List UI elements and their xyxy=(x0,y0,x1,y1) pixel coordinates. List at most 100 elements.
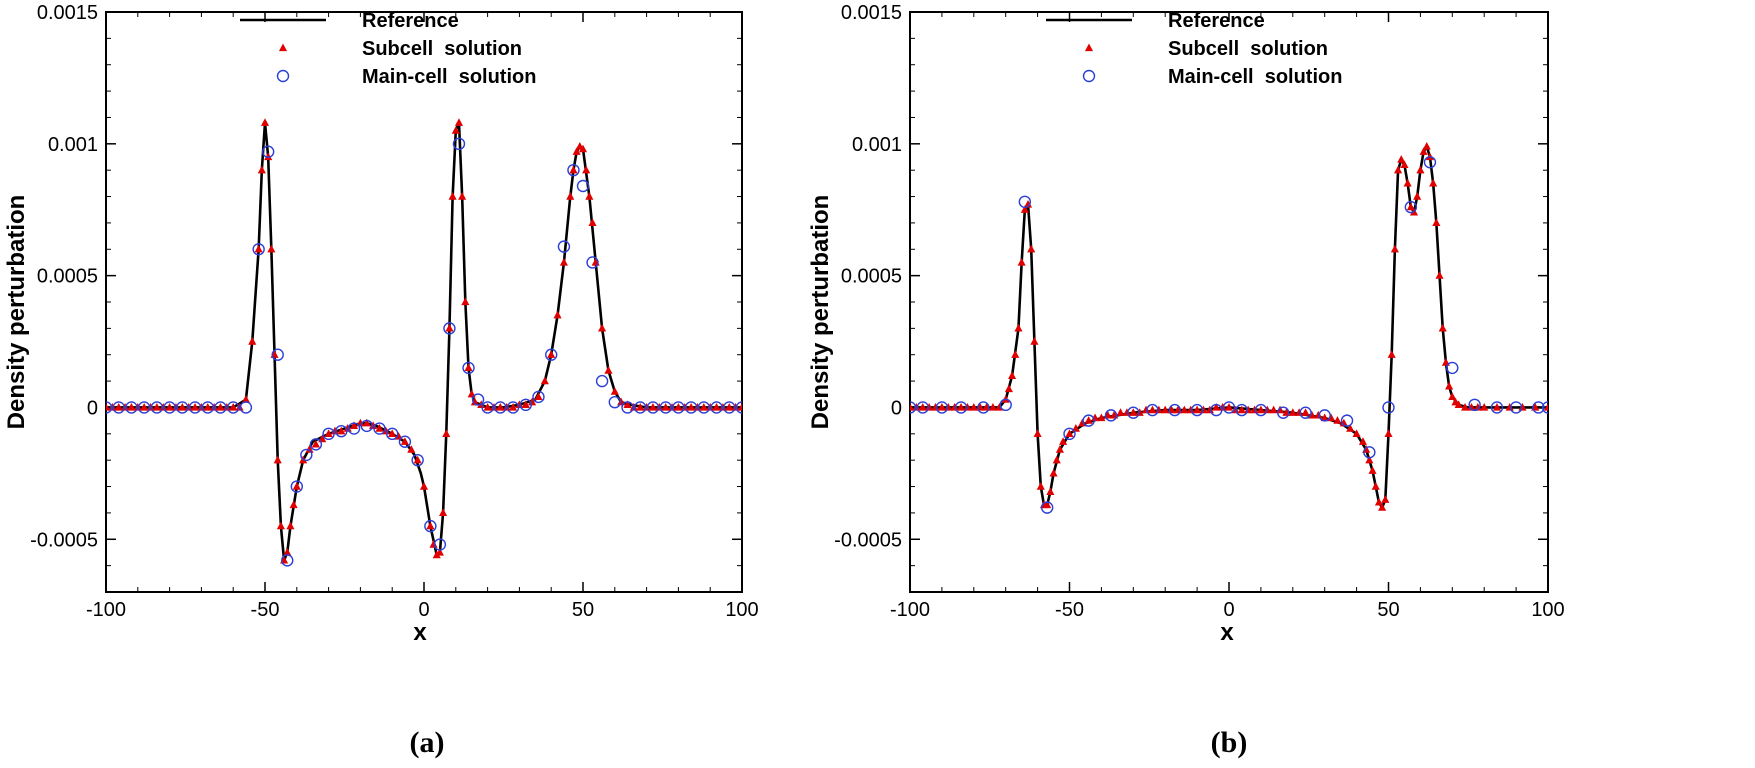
subcell-point xyxy=(1180,405,1189,414)
subcell-point xyxy=(667,402,677,411)
main-cell-point xyxy=(608,395,621,409)
subcell-point xyxy=(442,429,451,437)
x-tick-label: 0 xyxy=(418,599,429,621)
x-axis-title: x xyxy=(1220,619,1234,646)
main-cell-point xyxy=(335,424,348,438)
subcell-point xyxy=(1186,405,1195,414)
subcell-point xyxy=(1017,257,1026,266)
main-cell-point xyxy=(106,401,113,414)
subcell-point xyxy=(1148,405,1157,414)
subcell-point xyxy=(1011,350,1020,358)
main-cell-point xyxy=(176,401,189,414)
subcell-point xyxy=(1218,402,1227,411)
subcell-point xyxy=(572,147,581,155)
main-cell-point xyxy=(735,401,742,414)
main-cell-point xyxy=(935,401,949,414)
subcell-point xyxy=(1419,147,1428,155)
subcell-point xyxy=(1097,413,1106,422)
subcell-point xyxy=(106,402,111,411)
subcell-point xyxy=(1445,381,1454,390)
subcell-point xyxy=(1288,408,1297,416)
subcell-point xyxy=(1023,199,1033,208)
subcell-point xyxy=(1036,482,1045,490)
subcell-point xyxy=(133,402,142,411)
subcell-point xyxy=(203,402,212,411)
subcell-point xyxy=(283,547,292,556)
main-cell-point xyxy=(281,554,294,567)
subcell-point xyxy=(292,482,301,490)
subcell-point xyxy=(1461,402,1470,411)
subcell-point xyxy=(1543,402,1548,411)
legend-circle-swatch xyxy=(276,69,290,83)
main-cell-point xyxy=(1222,401,1236,414)
subcell-point xyxy=(1473,402,1482,411)
subcell-point xyxy=(1339,418,1348,427)
subcell-point xyxy=(1397,155,1406,163)
legend-triangle-swatch xyxy=(278,43,288,52)
main-cell-point xyxy=(1299,406,1312,419)
subcell-point xyxy=(267,244,276,253)
subcell-point xyxy=(648,402,658,411)
subcell-point xyxy=(1116,408,1125,416)
main-cell-point xyxy=(1277,406,1290,419)
subcell-point xyxy=(1244,405,1253,414)
subcell-point xyxy=(1301,408,1310,416)
subcell-point xyxy=(674,402,683,411)
main-cell-point xyxy=(398,435,412,448)
main-cell-point xyxy=(1423,156,1437,169)
subcell-point xyxy=(146,402,155,411)
x-tick-label: -50 xyxy=(1055,599,1084,621)
main-cell-point xyxy=(1468,398,1481,412)
x-tick-label: -100 xyxy=(890,599,930,621)
subcell-point xyxy=(1403,178,1412,187)
main-cell-point xyxy=(1318,409,1331,422)
chart-panel-1: -100 -50 0 50 100 -0.0005 0 0.0005 0.001 0.0015 x D… xyxy=(3,2,759,759)
subcell-point xyxy=(604,366,613,374)
main-cell-point xyxy=(557,240,571,253)
panel-label: (b) xyxy=(1211,726,1248,759)
plot-area xyxy=(106,118,742,567)
main-cell-point xyxy=(433,538,447,551)
subcell-point xyxy=(330,426,340,435)
subcell-point xyxy=(1352,429,1361,437)
y-tick-label: 0.001 xyxy=(48,134,98,156)
subcell-point xyxy=(483,402,492,411)
main-cell-point xyxy=(452,137,466,151)
main-cell-point xyxy=(1404,200,1418,214)
subcell-point xyxy=(1390,244,1399,253)
subcell-point xyxy=(264,152,273,161)
main-cell-point xyxy=(112,401,125,414)
subcell-point xyxy=(1212,402,1221,411)
x-tick-label: 100 xyxy=(725,599,758,621)
subcell-point xyxy=(197,402,206,411)
main-cell-point xyxy=(462,361,475,375)
main-cell-point xyxy=(954,401,968,414)
subcell-point xyxy=(1237,405,1246,414)
subcell-point xyxy=(229,402,238,411)
legend-circle-swatch xyxy=(1082,69,1096,83)
subcell-point xyxy=(426,521,435,530)
subcell-point xyxy=(1394,165,1403,174)
subcell-point xyxy=(1467,402,1476,411)
main-cell-point xyxy=(1190,403,1204,417)
main-cell-point xyxy=(1340,414,1354,427)
subcell-point xyxy=(1413,192,1422,200)
subcell-point xyxy=(547,350,556,358)
subcell-point xyxy=(1065,429,1074,437)
subcell-point xyxy=(305,445,314,453)
subcell-point xyxy=(190,402,200,411)
main-cell-point xyxy=(621,401,634,414)
subcell-point xyxy=(1295,408,1304,416)
main-cell-point xyxy=(567,163,580,177)
y-tick-label: 0.0005 xyxy=(841,266,902,288)
subcell-point xyxy=(553,310,562,319)
subcell-point xyxy=(289,500,298,509)
subcell-point xyxy=(1008,371,1017,379)
subcell-point xyxy=(400,437,409,445)
subcell-point xyxy=(642,402,651,411)
subcell-point xyxy=(1250,405,1259,414)
subcell-point xyxy=(1059,437,1068,445)
legend-entry-label: Main-cell solution xyxy=(362,66,536,88)
subcell-point xyxy=(521,400,530,408)
